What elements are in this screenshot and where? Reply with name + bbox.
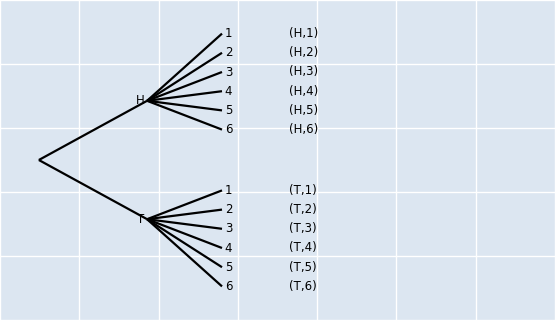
- Text: (H,6): (H,6): [289, 123, 318, 136]
- Text: 2: 2: [225, 46, 233, 59]
- Text: (T,2): (T,2): [289, 203, 316, 216]
- Text: T: T: [137, 213, 144, 226]
- Text: H: H: [135, 94, 144, 107]
- Text: 3: 3: [225, 222, 232, 235]
- Text: (T,4): (T,4): [289, 242, 316, 254]
- Text: (T,6): (T,6): [289, 280, 316, 293]
- Text: 5: 5: [225, 261, 232, 274]
- Text: 2: 2: [225, 203, 233, 216]
- Text: 4: 4: [225, 242, 233, 254]
- Text: 3: 3: [225, 66, 232, 78]
- Text: 1: 1: [225, 184, 233, 197]
- Text: (H,2): (H,2): [289, 46, 318, 59]
- Text: (T,5): (T,5): [289, 261, 316, 274]
- Text: (H,5): (H,5): [289, 104, 317, 117]
- Text: 5: 5: [225, 104, 232, 117]
- Text: (H,1): (H,1): [289, 27, 318, 40]
- Text: (T,1): (T,1): [289, 184, 316, 197]
- Text: 6: 6: [225, 280, 233, 293]
- Text: (T,3): (T,3): [289, 222, 316, 235]
- Text: 4: 4: [225, 85, 233, 98]
- Text: 1: 1: [225, 27, 233, 40]
- Text: (H,4): (H,4): [289, 85, 318, 98]
- Text: 6: 6: [225, 123, 233, 136]
- Text: (H,3): (H,3): [289, 66, 317, 78]
